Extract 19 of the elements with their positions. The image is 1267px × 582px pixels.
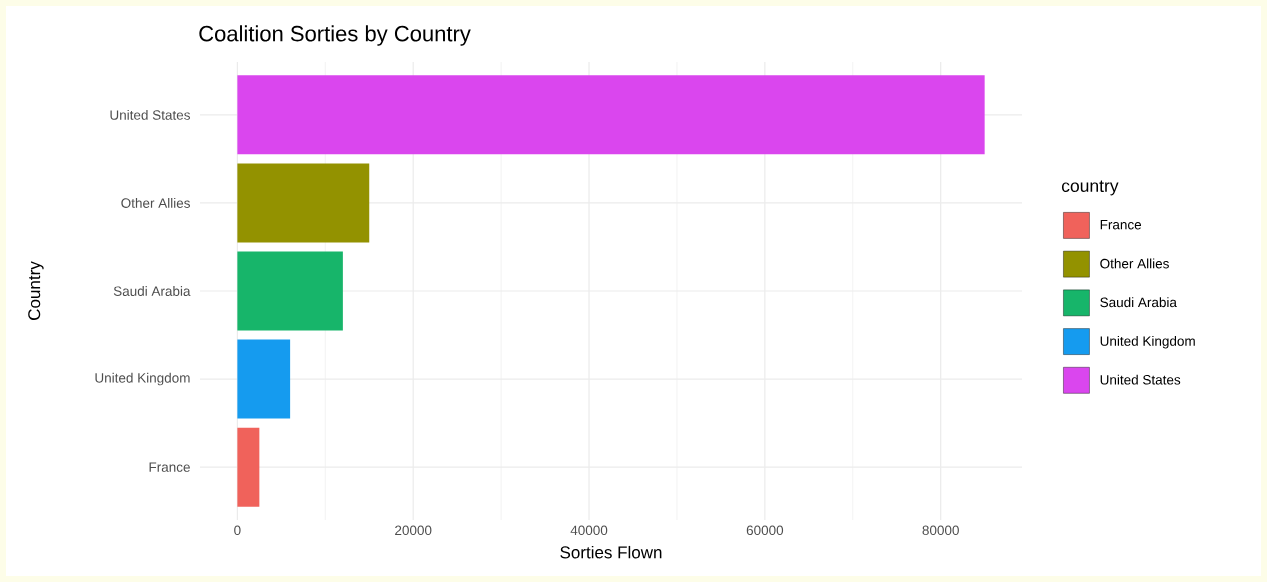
y-tick-label: France bbox=[149, 462, 190, 472]
legend-title: country bbox=[1061, 180, 1119, 196]
legend-label: Other Allies bbox=[1100, 258, 1169, 269]
x-tick-label: 60000 bbox=[746, 525, 784, 536]
y-tick-label: Other Allies bbox=[121, 197, 190, 208]
legend-label: France bbox=[1100, 220, 1142, 230]
legend-label: Saudi Arabia bbox=[1100, 297, 1177, 308]
x-axis-title: Sorties Flown bbox=[560, 545, 662, 559]
legend-label: United States bbox=[1100, 374, 1181, 385]
y-tick-label: United Kingdom bbox=[95, 372, 190, 386]
x-tick-label: 80000 bbox=[922, 525, 959, 536]
y-tick-label: United States bbox=[110, 109, 190, 120]
x-tick-label: 0 bbox=[234, 525, 241, 536]
x-tick-label: 40000 bbox=[570, 525, 608, 536]
chart-title: Coalition Sorties by Country bbox=[199, 25, 471, 46]
x-tick-label: 20000 bbox=[395, 525, 432, 536]
legend-label: United Kingdom bbox=[1100, 335, 1195, 349]
y-axis-title: Country bbox=[28, 261, 44, 320]
y-tick-label: Saudi Arabia bbox=[113, 286, 191, 296]
